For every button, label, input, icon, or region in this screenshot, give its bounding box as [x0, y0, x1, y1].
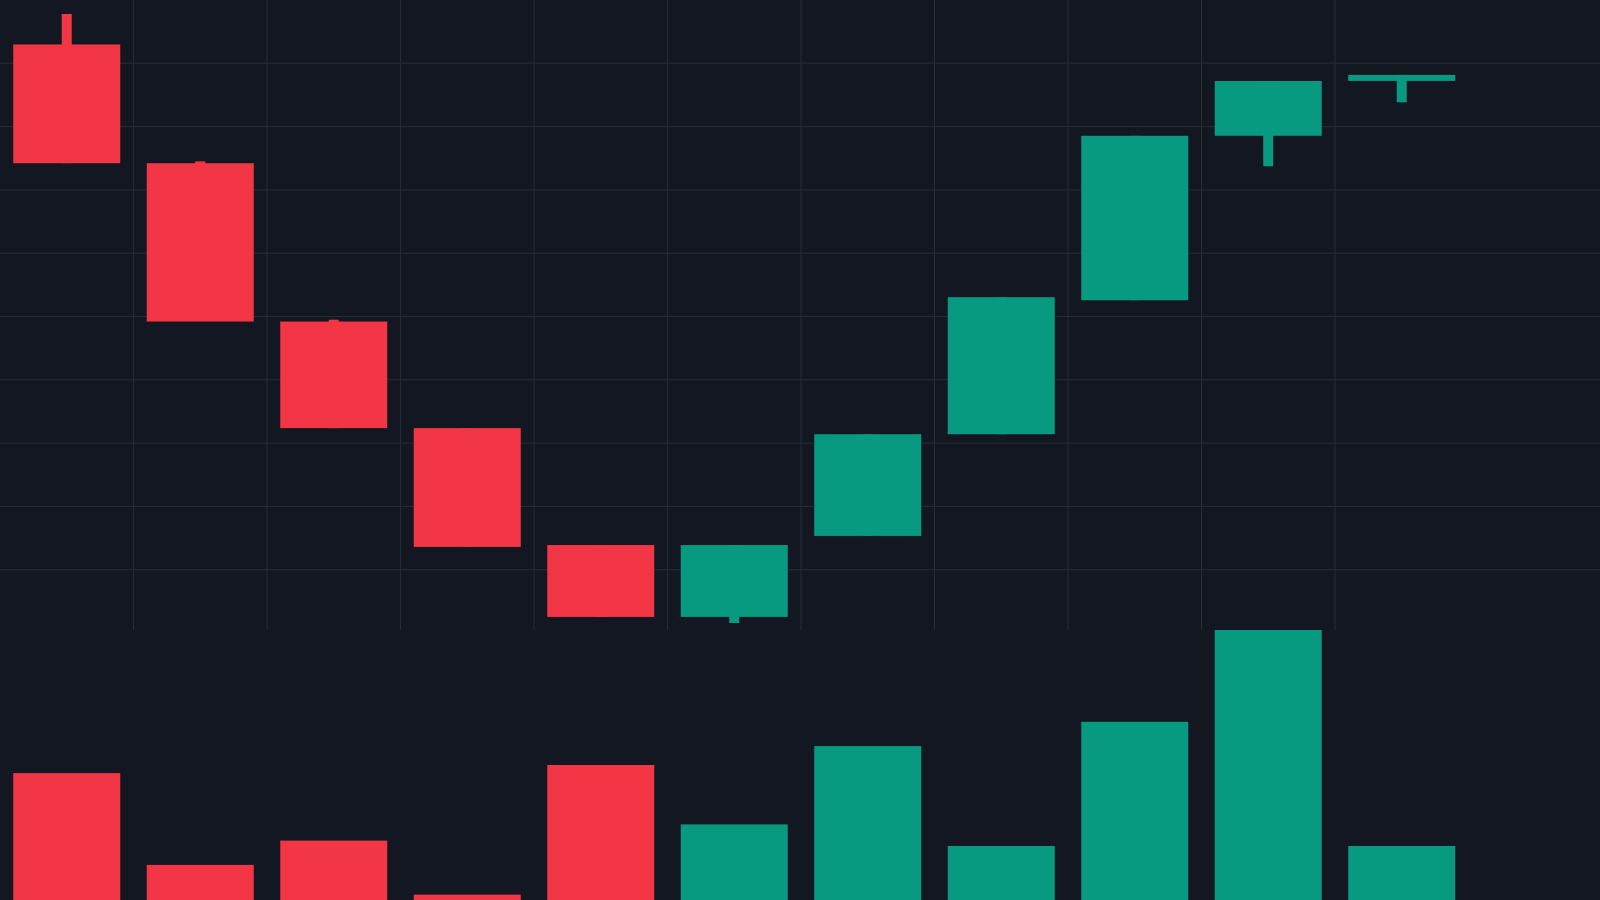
grid-lines	[0, 0, 1600, 630]
candle[interactable]	[1081, 135, 1189, 301]
candle-wick	[1396, 74, 1407, 103]
candle[interactable]	[1214, 80, 1322, 167]
candle[interactable]	[1348, 74, 1456, 103]
volume-bar[interactable]	[1214, 630, 1322, 900]
volume-bar[interactable]	[280, 840, 388, 900]
candle[interactable]	[947, 297, 1055, 435]
volume-bar[interactable]	[1081, 721, 1189, 900]
volume-bar[interactable]	[814, 746, 922, 900]
candle[interactable]	[146, 161, 254, 322]
volume-bar[interactable]	[1348, 846, 1456, 900]
candle-body	[413, 428, 521, 547]
candle[interactable]	[13, 14, 121, 164]
candle-body	[680, 545, 788, 617]
candle-body	[13, 44, 121, 164]
candle[interactable]	[413, 428, 521, 547]
volume-bar[interactable]	[547, 765, 655, 900]
candle[interactable]	[280, 319, 388, 429]
volume-bar[interactable]	[13, 773, 121, 900]
volume-bar[interactable]	[413, 894, 521, 900]
candle-body	[814, 434, 922, 536]
candle-body	[146, 163, 254, 322]
candle[interactable]	[814, 434, 922, 536]
candle-body	[280, 321, 388, 429]
candle-body	[547, 545, 655, 617]
candle[interactable]	[547, 545, 655, 617]
volume-bar[interactable]	[680, 824, 788, 900]
candle-body	[1214, 80, 1322, 136]
volume-bar[interactable]	[146, 864, 254, 900]
candle[interactable]	[680, 545, 788, 623]
volume-bar[interactable]	[947, 846, 1055, 900]
candle-body	[1081, 135, 1189, 301]
candle-body	[1348, 74, 1456, 81]
price-pane	[13, 14, 1456, 623]
candle-body	[947, 297, 1055, 435]
volume-pane	[13, 630, 1456, 900]
